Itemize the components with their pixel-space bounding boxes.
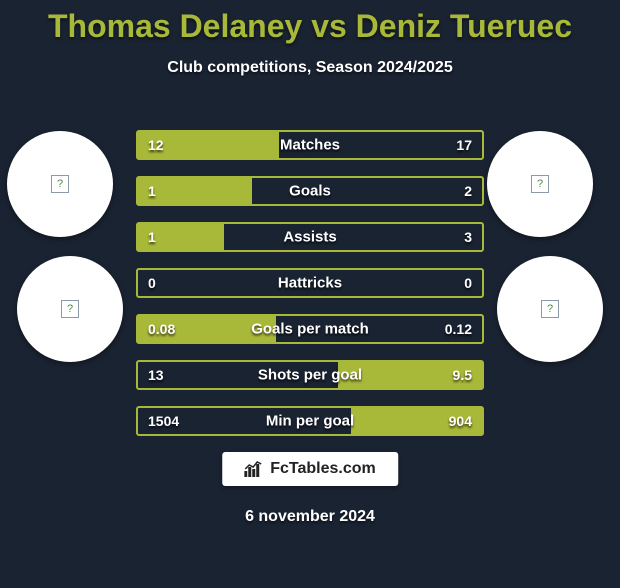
stat-label: Goals <box>138 183 482 200</box>
stat-value-right: 9.5 <box>453 367 472 383</box>
image-placeholder-icon: ? <box>531 175 549 193</box>
stat-row: 0.08Goals per match0.12 <box>136 314 484 344</box>
image-placeholder-icon: ? <box>61 300 79 318</box>
player2-photo[interactable]: ? <box>487 131 593 237</box>
stat-row: 13Shots per goal9.5 <box>136 360 484 390</box>
stat-label: Assists <box>138 229 482 246</box>
stat-value-right: 2 <box>464 183 472 199</box>
stat-row: 1Assists3 <box>136 222 484 252</box>
image-placeholder-icon: ? <box>51 175 69 193</box>
player1-photo[interactable]: ? <box>7 131 113 237</box>
chart-icon <box>244 461 264 477</box>
brand-box[interactable]: FcTables.com <box>222 452 398 486</box>
subtitle: Club competitions, Season 2024/2025 <box>0 59 620 77</box>
stat-value-right: 3 <box>464 229 472 245</box>
stat-row: 1504Min per goal904 <box>136 406 484 436</box>
stat-label: Min per goal <box>138 413 482 430</box>
stat-row: 0Hattricks0 <box>136 268 484 298</box>
stat-value-right: 0 <box>464 275 472 291</box>
brand-text: FcTables.com <box>270 460 376 478</box>
stat-label: Matches <box>138 137 482 154</box>
stat-label: Hattricks <box>138 275 482 292</box>
stat-row: 12Matches17 <box>136 130 484 160</box>
vs-text: vs <box>311 8 347 44</box>
player2-club[interactable]: ? <box>497 256 603 362</box>
stat-value-right: 904 <box>449 413 472 429</box>
stat-value-right: 0.12 <box>445 321 472 337</box>
stat-label: Shots per goal <box>138 367 482 384</box>
image-placeholder-icon: ? <box>541 300 559 318</box>
stat-row: 1Goals2 <box>136 176 484 206</box>
stat-label: Goals per match <box>138 321 482 338</box>
player1-name: Thomas Delaney <box>48 8 302 44</box>
player1-club[interactable]: ? <box>17 256 123 362</box>
stats-bars: 12Matches17 1Goals2 1Assists3 0Hattricks0 0.… <box>136 130 484 452</box>
page-title: Thomas Delaney vs Deniz Tueruec <box>0 8 620 45</box>
date-text: 6 november 2024 <box>0 508 620 526</box>
stat-value-right: 17 <box>456 137 472 153</box>
player2-name: Deniz Tueruec <box>356 8 572 44</box>
